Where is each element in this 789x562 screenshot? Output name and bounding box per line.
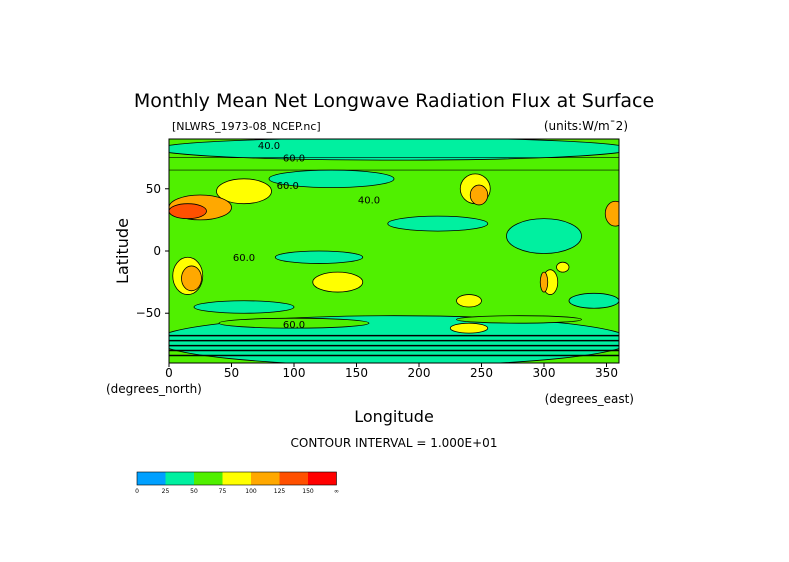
colorbar-swatch xyxy=(165,472,194,485)
colorbar-label: 100 xyxy=(245,488,257,495)
contour-region xyxy=(506,218,582,254)
y-unit-label: (degrees_north) xyxy=(106,382,202,396)
contour-region xyxy=(456,294,482,308)
contour-region xyxy=(218,317,370,329)
contour-region xyxy=(469,184,489,206)
y-axis-label: Latitude xyxy=(113,218,132,284)
x-tick-label: 200 xyxy=(408,366,431,380)
colorbar-label: 50 xyxy=(190,488,198,495)
colorbar-swatch xyxy=(194,472,223,485)
colorbar-label: 125 xyxy=(274,488,286,495)
contour-region xyxy=(216,178,272,205)
x-tick-label: 150 xyxy=(345,366,368,380)
file-label: [NLWRS_1973-08_NCEP.nc] xyxy=(172,120,321,133)
contour-label: 60.0 xyxy=(283,153,305,164)
contour-region xyxy=(539,271,549,293)
x-tick-label: 50 xyxy=(224,366,239,380)
contour-region xyxy=(449,322,489,334)
contour-label: 40.0 xyxy=(358,196,380,207)
y-tick-label: 50 xyxy=(146,182,161,196)
contour-interval-text: CONTOUR INTERVAL = 1.000E+01 xyxy=(291,436,498,450)
y-tick-label: 0 xyxy=(153,244,161,258)
colorbar-label: 75 xyxy=(219,488,227,495)
x-unit-label: (degrees_east) xyxy=(545,392,634,406)
contour-region xyxy=(193,300,295,314)
x-tick-label: 0 xyxy=(165,366,173,380)
contour-region xyxy=(181,265,202,292)
colorbar-swatch xyxy=(222,472,251,485)
colorbar-swatch xyxy=(279,472,308,485)
y-tick-label: −50 xyxy=(136,306,161,320)
contour-region xyxy=(312,271,364,293)
contour-region xyxy=(274,250,364,264)
contour-field xyxy=(169,139,619,363)
colorbar: 0 25 50 75 100 125 150 ∞ xyxy=(135,471,339,495)
contour-label: 60.0 xyxy=(283,320,305,331)
contour-region xyxy=(387,215,489,232)
colorbar-label: ∞ xyxy=(334,488,339,495)
contour-region xyxy=(556,261,570,273)
x-tick-label: 100 xyxy=(283,366,306,380)
x-tick-label: 300 xyxy=(533,366,556,380)
contour-region xyxy=(456,315,582,324)
x-axis-label: Longitude xyxy=(354,407,434,426)
colorbar-swatch xyxy=(251,472,280,485)
contour-region xyxy=(568,292,619,309)
colorbar-label: 150 xyxy=(302,488,314,495)
colorbar-label: 0 xyxy=(135,488,139,495)
contour-region xyxy=(604,200,619,227)
chart-title: Monthly Mean Net Longwave Radiation Flux… xyxy=(134,90,654,112)
contour-label: 40.0 xyxy=(258,141,280,152)
contour-region xyxy=(169,203,207,220)
colorbar-swatch xyxy=(308,472,337,485)
units-label: (units:W/m¯2) xyxy=(544,119,628,133)
contour-region xyxy=(169,139,619,161)
contour-label: 60.0 xyxy=(233,253,255,264)
contour-label: 60.0 xyxy=(277,181,299,192)
x-tick-label: 250 xyxy=(470,366,493,380)
colorbar-label: 25 xyxy=(162,488,170,495)
x-tick-label: 350 xyxy=(595,366,618,380)
colorbar-swatch xyxy=(137,472,166,485)
